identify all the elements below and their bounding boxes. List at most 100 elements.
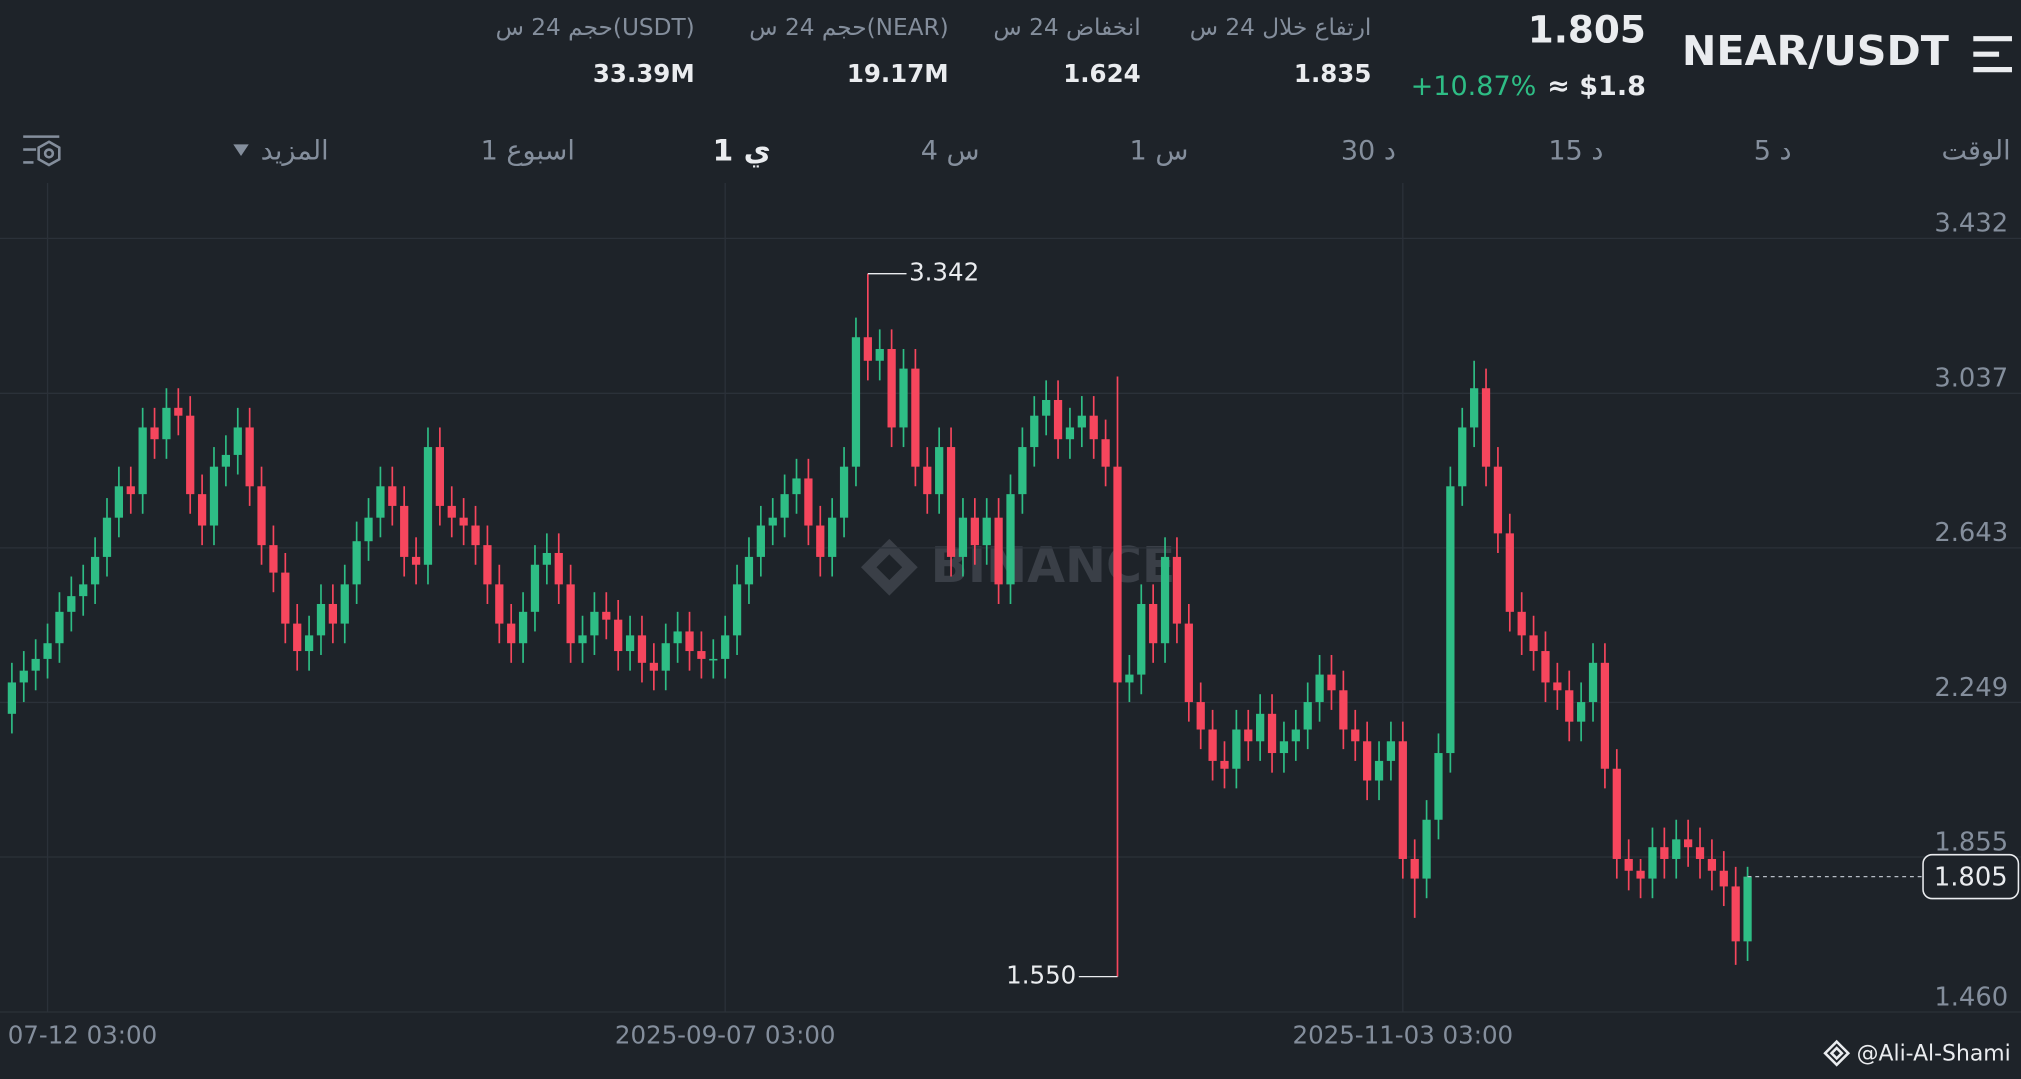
stat-label: حجم 24 س(USDT)	[496, 14, 695, 41]
candle-body	[1374, 760, 1384, 781]
price-usd: ≈ $1.8	[1547, 71, 1646, 102]
candle-body	[316, 603, 326, 636]
candle-body	[566, 584, 575, 644]
x-tick-label: 07-12 03:00	[8, 1020, 157, 1049]
candle-body	[1256, 713, 1265, 742]
candle-body	[625, 635, 635, 652]
candle-body	[328, 603, 337, 624]
x-tick-label: 2025-11-03 03:00	[1293, 1020, 1514, 1049]
candle-body	[970, 517, 979, 546]
annotation-label: 1.550	[1006, 961, 1076, 990]
candle-body	[732, 584, 742, 636]
candle-body	[994, 517, 1003, 585]
candle-body	[1541, 651, 1550, 683]
candle-body	[352, 541, 361, 585]
candle-body	[1053, 399, 1063, 440]
candle-body	[1517, 611, 1526, 636]
candle-body	[257, 486, 266, 546]
candle-body	[554, 552, 563, 585]
y-tick-label: 2.249	[1934, 673, 2008, 703]
candle-body	[293, 623, 302, 652]
candle-body	[1660, 847, 1669, 859]
interval-tab[interactable]: 5 د	[1754, 136, 1792, 167]
candle-body	[1077, 415, 1086, 428]
candle-body	[1707, 858, 1717, 871]
interval-tab[interactable]: 15 د	[1548, 136, 1603, 167]
candle-body	[1505, 533, 1514, 612]
interval-tab[interactable]: 1 ي	[713, 133, 771, 168]
candle-body	[1220, 760, 1229, 769]
footer-icon	[1823, 1039, 1851, 1067]
candle-body	[233, 427, 242, 455]
candle-body	[1315, 674, 1324, 703]
candle-body	[697, 651, 706, 659]
candle-body	[709, 658, 718, 661]
candle-body	[162, 407, 171, 440]
interval-tab[interactable]: 30 د	[1341, 136, 1396, 167]
candle-body	[1612, 768, 1621, 859]
candle-body	[364, 517, 373, 542]
candle-body	[851, 337, 861, 467]
stat-value: 1.624	[1063, 59, 1140, 88]
candle-body	[1327, 674, 1336, 691]
last-price-tag-label: 1.805	[1934, 862, 2008, 892]
settings-icon[interactable]	[23, 135, 61, 167]
candle-body	[1351, 729, 1360, 742]
y-tick-label: 1.855	[1934, 827, 2008, 857]
candle-body	[1553, 682, 1562, 691]
more-caret[interactable]	[233, 144, 249, 156]
last-price-tag	[1922, 853, 2020, 900]
candle-body	[649, 662, 658, 671]
candle-body	[958, 517, 968, 557]
candle-body	[1101, 439, 1110, 467]
candle-body	[911, 368, 920, 467]
y-tick-label: 3.037	[1934, 364, 2008, 394]
candle-body	[483, 545, 492, 585]
candle-body	[79, 584, 88, 597]
candle-body	[756, 525, 765, 557]
candle-body	[1743, 876, 1752, 942]
candle-body	[459, 517, 468, 526]
interval-tab[interactable]: 1 س	[1130, 136, 1189, 167]
price-change: +10.87%	[1411, 71, 1537, 102]
candle-body	[1470, 388, 1479, 428]
candle-body	[1577, 702, 1586, 722]
y-tick-label: 2.643	[1934, 518, 2008, 548]
candle-body	[1719, 870, 1728, 887]
candle-body	[935, 447, 944, 495]
candle-body	[530, 564, 540, 612]
candle-body	[209, 466, 219, 526]
candle-body	[661, 643, 670, 671]
interval-tab[interactable]: المزيد	[261, 136, 329, 167]
candle-body	[1458, 427, 1467, 487]
menu-icon[interactable]	[1973, 36, 2012, 73]
candle-body	[1493, 466, 1503, 534]
watermark-text: BINANCE	[931, 537, 1176, 594]
candle-body	[388, 486, 397, 506]
candle-body	[186, 415, 195, 495]
candle-body	[1184, 623, 1193, 703]
candle-body	[1398, 741, 1407, 859]
interval-tab[interactable]: 1 اسبوع	[481, 136, 575, 167]
x-tick-label: 2025-09-07 03:00	[615, 1020, 836, 1049]
candle-body	[423, 447, 433, 565]
interval-tab[interactable]: 4 س	[921, 136, 980, 167]
candle-body	[1172, 556, 1182, 624]
candle-body	[590, 611, 599, 636]
candle-body	[614, 619, 623, 652]
candle-body	[887, 348, 896, 428]
candle-body	[982, 517, 991, 546]
candle-body	[43, 643, 52, 659]
stat-label: ارتفاع خلال 24 س	[1190, 14, 1372, 41]
plot: BINANCE 1.460 1.855 2.249 2.643 3.037 3.432 07-…	[0, 183, 2021, 1049]
y-tick-label: 1.460	[1934, 982, 2008, 1012]
candle-body	[780, 494, 789, 518]
last-price: 1.805	[1528, 8, 1646, 52]
candle-body	[376, 486, 385, 518]
candle-body	[281, 572, 290, 624]
candle-body	[174, 407, 183, 416]
stat-label: انخفاض 24 س	[993, 14, 1140, 41]
candle-body	[1232, 729, 1241, 769]
candle-body	[471, 525, 480, 546]
